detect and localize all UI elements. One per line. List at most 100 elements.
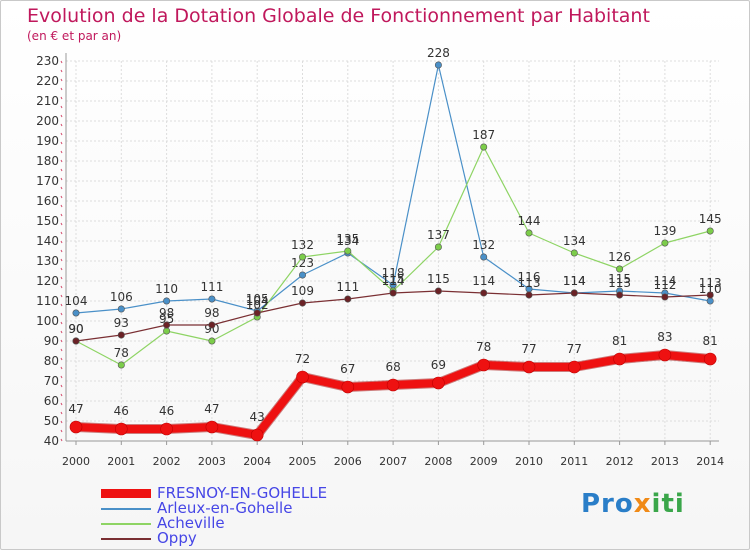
axis-minor-tick <box>60 87 63 91</box>
axis-minor-tick <box>60 429 63 433</box>
data-label: 90 <box>68 322 83 336</box>
axis-minor-tick <box>60 312 63 316</box>
data-label: 144 <box>518 214 541 228</box>
data-label: 47 <box>204 402 219 416</box>
data-label: 112 <box>653 278 676 292</box>
data-label: 115 <box>427 272 450 286</box>
data-label: 115 <box>608 272 631 286</box>
data-point <box>480 289 488 297</box>
y-tick-label: 120 <box>36 274 59 288</box>
axis-minor-tick <box>60 177 63 181</box>
chart-title: Evolution de la Dotation Globale de Fonc… <box>27 5 650 27</box>
axis-minor-tick <box>60 195 63 199</box>
data-label: 78 <box>114 346 129 360</box>
data-point <box>703 352 717 366</box>
axis-minor-tick <box>60 411 63 415</box>
data-point <box>389 289 397 297</box>
y-tick-label: 100 <box>36 314 59 328</box>
data-label: 114 <box>563 274 586 288</box>
axis-minor-tick <box>60 321 63 325</box>
axis-minor-tick <box>60 438 63 442</box>
data-point <box>298 253 306 261</box>
data-label: 228 <box>427 46 450 60</box>
data-label: 123 <box>291 256 314 270</box>
y-tick-label: 170 <box>36 174 59 188</box>
axis-minor-tick <box>60 402 63 406</box>
x-tick-label: 2002 <box>153 455 181 468</box>
data-label: 43 <box>250 410 265 424</box>
data-label: 113 <box>518 276 541 290</box>
data-point <box>72 337 80 345</box>
data-point <box>208 337 216 345</box>
y-tick-label: 130 <box>36 254 59 268</box>
data-point <box>434 287 442 295</box>
x-tick-label: 2001 <box>107 455 135 468</box>
data-label: 77 <box>521 342 536 356</box>
proxiti-logo: Proxiti <box>581 489 685 519</box>
axis-minor-tick <box>60 78 63 82</box>
data-point <box>661 239 669 247</box>
data-label: 187 <box>472 128 495 142</box>
axis-minor-tick <box>60 357 63 361</box>
data-point <box>570 289 578 297</box>
y-tick-label: 40 <box>44 434 59 448</box>
data-point <box>253 309 261 317</box>
y-tick-label: 80 <box>44 354 59 368</box>
axis-minor-tick <box>60 141 63 145</box>
data-label: 110 <box>155 282 178 296</box>
data-label: 134 <box>563 234 586 248</box>
axis-minor-tick <box>60 384 63 388</box>
axis-minor-tick <box>60 222 63 226</box>
y-tick-label: 150 <box>36 214 59 228</box>
data-point <box>706 297 714 305</box>
axis-minor-tick <box>60 276 63 280</box>
data-label: 111 <box>200 280 223 294</box>
axis-minor-tick <box>60 303 63 307</box>
data-label: 98 <box>204 306 219 320</box>
data-label: 137 <box>427 228 450 242</box>
data-label: 132 <box>291 238 314 252</box>
data-label: 78 <box>476 340 491 354</box>
data-point <box>72 309 80 317</box>
data-point <box>477 358 491 372</box>
axis-minor-tick <box>60 231 63 235</box>
data-point <box>69 420 83 434</box>
data-point <box>117 305 125 313</box>
data-label: 46 <box>114 404 129 418</box>
data-label: 104 <box>65 294 88 308</box>
x-tick-label: 2007 <box>379 455 407 468</box>
data-label: 67 <box>340 362 355 376</box>
data-label: 110 <box>699 282 722 296</box>
x-tick-label: 2010 <box>515 455 543 468</box>
data-label: 98 <box>159 306 174 320</box>
data-label: 105 <box>246 292 269 306</box>
axis-minor-tick <box>60 420 63 424</box>
axis-minor-tick <box>60 96 63 100</box>
data-label: 77 <box>567 342 582 356</box>
data-point <box>613 352 626 366</box>
x-tick-label: 2003 <box>198 455 226 468</box>
data-label: 81 <box>612 334 627 348</box>
x-tick-label: 2013 <box>651 455 679 468</box>
data-point <box>250 428 264 442</box>
y-tick-label: 180 <box>36 154 59 168</box>
legend-swatch <box>101 522 151 525</box>
data-point <box>570 249 578 257</box>
y-tick-label: 210 <box>36 94 59 108</box>
axis-minor-tick <box>60 123 63 127</box>
data-label: 126 <box>608 250 631 264</box>
chart-subtitle: (en € et par an) <box>27 29 122 43</box>
x-tick-label: 2014 <box>696 455 724 468</box>
x-tick-label: 2011 <box>560 455 588 468</box>
data-label: 46 <box>159 404 174 418</box>
legend-label: Oppy <box>157 529 197 547</box>
legend-label: Acheville <box>157 514 225 532</box>
data-point <box>706 227 714 235</box>
data-label: 106 <box>110 290 133 304</box>
data-point <box>163 321 171 329</box>
data-label: 145 <box>699 212 722 226</box>
legend-label: FRESNOY-EN-GOHELLE <box>157 484 328 502</box>
data-label: 47 <box>68 402 83 416</box>
data-label: 69 <box>431 358 446 372</box>
